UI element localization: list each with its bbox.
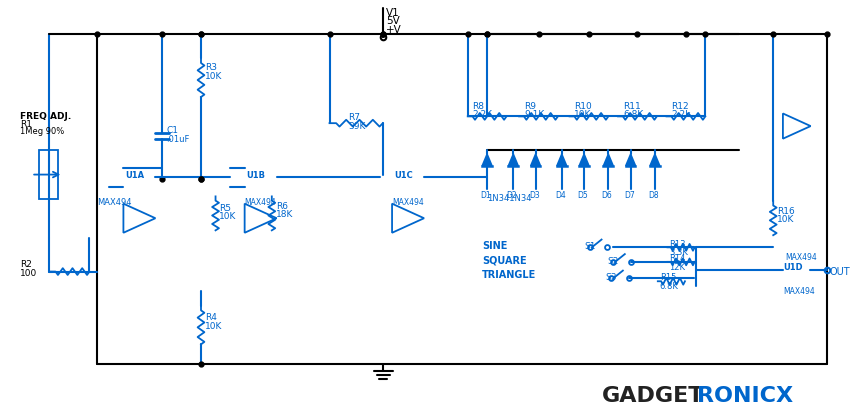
Text: R13: R13 (670, 239, 686, 248)
Text: R10: R10 (575, 102, 592, 111)
Text: D8: D8 (648, 191, 658, 200)
Text: 10K: 10K (219, 213, 237, 222)
Text: 12K: 12K (670, 263, 685, 272)
Text: 1Meg 90%: 1Meg 90% (20, 127, 64, 136)
Text: 2.2K: 2.2K (473, 110, 492, 119)
Text: D4: D4 (555, 191, 566, 200)
Text: U1B: U1B (246, 171, 265, 180)
Text: U1A: U1A (125, 171, 144, 180)
Text: R16: R16 (777, 206, 795, 215)
Text: 6.8K: 6.8K (660, 282, 678, 291)
Text: S2: S2 (607, 257, 619, 266)
Text: R9: R9 (524, 102, 536, 111)
Text: R4: R4 (205, 313, 217, 322)
Text: 100: 100 (20, 268, 37, 278)
Text: R6: R6 (276, 202, 288, 211)
Text: R14: R14 (670, 254, 686, 263)
Polygon shape (557, 154, 567, 166)
Text: SQUARE: SQUARE (482, 255, 527, 265)
Text: GADGET: GADGET (601, 386, 704, 406)
Text: R5: R5 (219, 204, 232, 213)
Text: +V: +V (386, 25, 402, 35)
Text: FREQ ADJ.: FREQ ADJ. (20, 111, 71, 120)
Text: 2.2k: 2.2k (671, 110, 690, 119)
Text: MAX494: MAX494 (785, 253, 816, 262)
Text: MAX494: MAX494 (98, 198, 131, 207)
Polygon shape (508, 154, 518, 166)
Text: R7: R7 (348, 113, 360, 122)
Text: 5V: 5V (386, 16, 400, 27)
Text: D1: D1 (480, 191, 491, 200)
Text: D5: D5 (577, 191, 588, 200)
Polygon shape (530, 154, 541, 166)
Text: 9.1K: 9.1K (524, 110, 544, 119)
Text: OUT: OUT (829, 267, 850, 277)
Text: 6.8K: 6.8K (623, 110, 643, 119)
Text: U1C: U1C (394, 171, 413, 180)
Text: 39K: 39K (348, 122, 365, 131)
Text: S3: S3 (606, 273, 617, 282)
Text: D2: D2 (506, 191, 518, 200)
Text: C1: C1 (166, 126, 178, 135)
Text: 18K: 18K (276, 211, 293, 220)
Text: R3: R3 (205, 63, 217, 72)
Text: TRIANGLE: TRIANGLE (482, 270, 537, 279)
Text: V1: V1 (386, 8, 400, 18)
Text: R8: R8 (473, 102, 485, 111)
Text: RONICX: RONICX (696, 386, 792, 406)
Text: D7: D7 (624, 191, 634, 200)
Text: .01uF: .01uF (166, 135, 189, 144)
Text: 1N341N34: 1N341N34 (487, 194, 531, 203)
Text: R1: R1 (20, 120, 32, 129)
Text: U1D: U1D (783, 263, 803, 272)
Text: R11: R11 (623, 102, 640, 111)
Text: 10K: 10K (777, 215, 795, 224)
Polygon shape (650, 154, 660, 166)
Text: R2: R2 (20, 260, 31, 269)
Polygon shape (579, 154, 589, 166)
Text: 10K: 10K (205, 72, 222, 81)
Text: R12: R12 (671, 102, 689, 111)
Text: D3: D3 (529, 191, 539, 200)
Polygon shape (626, 154, 636, 166)
Polygon shape (603, 154, 613, 166)
Polygon shape (482, 154, 492, 166)
Text: SINE: SINE (482, 241, 508, 251)
Bar (39, 150, 59, 199)
Text: MAX494: MAX494 (783, 287, 815, 296)
Text: MAX494: MAX494 (392, 198, 424, 207)
Text: R15: R15 (660, 273, 677, 282)
Text: 10K: 10K (575, 110, 592, 119)
Text: D6: D6 (601, 191, 613, 200)
Text: 3.3K: 3.3K (670, 248, 689, 257)
Text: 10K: 10K (205, 322, 222, 331)
Text: MAX494: MAX494 (245, 198, 276, 207)
Text: S1: S1 (584, 242, 595, 251)
